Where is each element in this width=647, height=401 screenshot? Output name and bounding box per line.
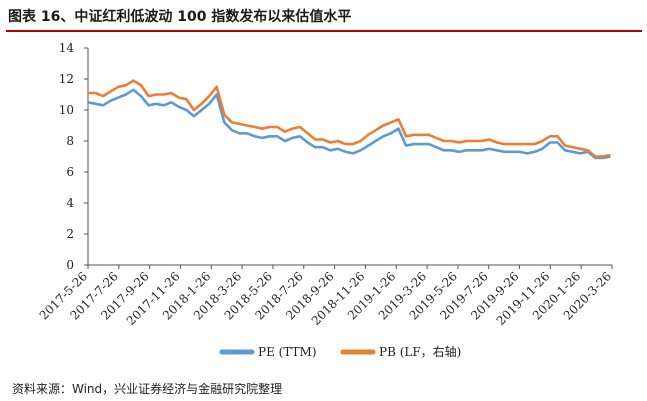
series-line-pb (88, 79, 611, 158)
legend-label-pe: PE (TTM) (258, 345, 317, 359)
source-note: 资料来源：Wind，兴业证券经济与金融研究院整理 (12, 382, 283, 396)
y-tick-label: 2 (66, 227, 74, 241)
title-divider (6, 30, 642, 32)
y-tick-label: 6 (66, 165, 74, 179)
series-layer (87, 79, 611, 160)
legend: PE (TTM) PB (LF，右轴) (219, 344, 461, 359)
y-tick-label: 10 (59, 103, 74, 117)
y-tick-label: 14 (59, 41, 75, 55)
y-tick-label: 8 (66, 134, 74, 148)
chart-container: 0 2 4 6 8 10 12 14 2017-5-26 2017-7-26 2017-9-26 2… (0, 34, 647, 374)
title-bar: 图表 16、中证红利低波动 100 指数发布以来估值水平 (0, 0, 647, 32)
line-chart: 0 2 4 6 8 10 12 14 2017-5-262017-7-262017-9-262… (37, 41, 614, 359)
y-axis: 0 2 4 6 8 10 12 14 (59, 41, 89, 272)
series-line-pe (87, 88, 611, 160)
y-tick-label: 12 (59, 72, 74, 86)
y-tick-label: 0 (66, 258, 74, 272)
x-axis: 2017-5-262017-7-262017-9-262017-11-26201… (37, 264, 614, 328)
y-tick-label: 4 (66, 196, 74, 210)
legend-label-pb: PB (LF，右轴) (379, 344, 461, 359)
figure-title: 图表 16、中证红利低波动 100 指数发布以来估值水平 (8, 9, 352, 25)
